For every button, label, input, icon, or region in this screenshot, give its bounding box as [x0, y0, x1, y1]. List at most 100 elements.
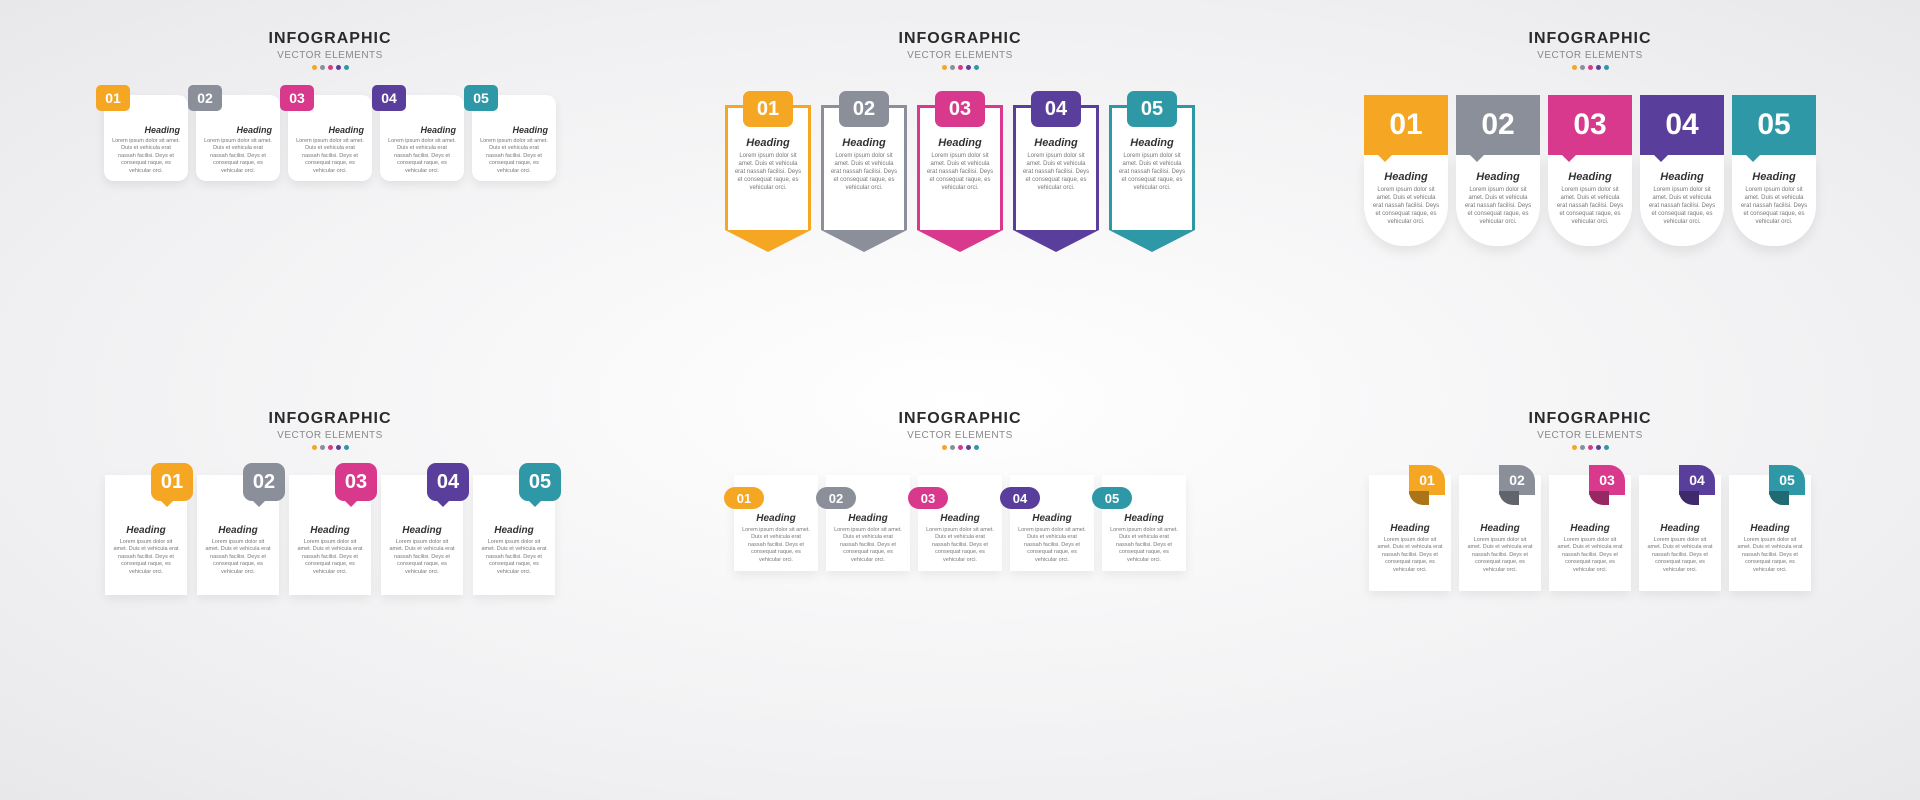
- title-dot: [328, 65, 333, 70]
- step-content: HeadingLorem ipsum dolor sit amet. Duis …: [1364, 155, 1448, 246]
- title-dot: [312, 445, 317, 450]
- title-dot: [974, 445, 979, 450]
- title-block: INFOGRAPHIC VECTOR ELEMENTS: [269, 410, 392, 450]
- step-ribbon-curl: [1499, 491, 1519, 505]
- step-card: 04HeadingLorem ipsum dolor sit amet. Dui…: [1010, 475, 1094, 571]
- step-number: 02: [188, 85, 222, 111]
- title-block: INFOGRAPHIC VECTOR ELEMENTS: [899, 410, 1022, 450]
- step-card: 04HeadingLorem ipsum dolor sit amet. Dui…: [1639, 475, 1721, 591]
- step-number: 04: [1031, 91, 1081, 127]
- step-card: 05HeadingLorem ipsum dolor sit amet. Dui…: [1109, 95, 1195, 192]
- step-number: 05: [464, 85, 498, 111]
- title-dot: [942, 445, 947, 450]
- step-body: Lorem ipsum dolor sit amet. Duis et vehi…: [1372, 186, 1440, 226]
- step-heading: Heading: [1647, 523, 1713, 534]
- step-card: 05HeadingLorem ipsum dolor sit amet. Dui…: [1102, 475, 1186, 571]
- step-body: Lorem ipsum dolor sit amet. Duis et vehi…: [733, 152, 803, 192]
- step-card: 04HeadingLorem ipsum dolor sit amet. Dui…: [1640, 95, 1724, 246]
- infographic-panel-5: INFOGRAPHIC VECTOR ELEMENTS 01HeadingLor…: [650, 410, 1270, 770]
- step-number: 03: [935, 91, 985, 127]
- title-dots: [899, 445, 1022, 450]
- step-heading: Heading: [296, 125, 364, 135]
- step-card: 03HeadingLorem ipsum dolor sit amet. Dui…: [1548, 95, 1632, 246]
- step-card: 04HeadingLorem ipsum dolor sit amet. Dui…: [380, 95, 464, 181]
- title-dots: [269, 445, 392, 450]
- items-row: 01HeadingLorem ipsum dolor sit amet. Dui…: [1369, 475, 1811, 591]
- title-dot: [344, 65, 349, 70]
- step-card: 01HeadingLorem ipsum dolor sit amet. Dui…: [1369, 475, 1451, 591]
- title-main: INFOGRAPHIC: [1529, 410, 1652, 428]
- step-body: Lorem ipsum dolor sit amet. Duis et vehi…: [1117, 152, 1187, 192]
- step-card: 01HeadingLorem ipsum dolor sit amet. Dui…: [104, 95, 188, 181]
- step-card: 03HeadingLorem ipsum dolor sit amet. Dui…: [288, 95, 372, 181]
- step-card: 02HeadingLorem ipsum dolor sit amet. Dui…: [196, 95, 280, 181]
- step-body: Lorem ipsum dolor sit amet. Duis et vehi…: [205, 539, 271, 576]
- step-body: Lorem ipsum dolor sit amet. Duis et vehi…: [829, 152, 899, 192]
- step-card: 02HeadingLorem ipsum dolor sit amet. Dui…: [1459, 475, 1541, 591]
- title-dot: [344, 445, 349, 450]
- step-number: 03: [280, 85, 314, 111]
- items-row: 01HeadingLorem ipsum dolor sit amet. Dui…: [1364, 95, 1816, 246]
- step-number: 01: [743, 91, 793, 127]
- step-body: Lorem ipsum dolor sit amet. Duis et vehi…: [1110, 527, 1178, 564]
- step-number: 04: [1000, 487, 1040, 509]
- step-content: HeadingLorem ipsum dolor sit amet. Duis …: [1456, 155, 1540, 246]
- step-card: 05HeadingLorem ipsum dolor sit amet. Dui…: [472, 95, 556, 181]
- step-content: HeadingLorem ipsum dolor sit amet. Duis …: [1640, 155, 1724, 246]
- title-dot: [1604, 65, 1609, 70]
- step-body: Lorem ipsum dolor sit amet. Duis et vehi…: [204, 138, 272, 175]
- step-ribbon: 02: [1499, 459, 1535, 503]
- step-card: 02HeadingLorem ipsum dolor sit amet. Dui…: [197, 475, 279, 595]
- title-dot: [950, 445, 955, 450]
- title-dot: [1572, 445, 1577, 450]
- step-body: Lorem ipsum dolor sit amet. Duis et vehi…: [742, 527, 810, 564]
- step-heading: Heading: [742, 513, 810, 524]
- step-ribbon-curl: [1679, 491, 1699, 505]
- step-arrow: [1109, 230, 1195, 252]
- title-dot: [1580, 445, 1585, 450]
- step-heading: Heading: [1740, 171, 1808, 183]
- title-dot: [336, 445, 341, 450]
- title-main: INFOGRAPHIC: [899, 410, 1022, 428]
- step-ribbon: 03: [1589, 459, 1625, 503]
- step-number: 02: [1456, 95, 1540, 155]
- title-dot: [336, 65, 341, 70]
- title-main: INFOGRAPHIC: [269, 30, 392, 48]
- step-heading: Heading: [1117, 137, 1187, 149]
- step-body: Lorem ipsum dolor sit amet. Duis et vehi…: [1021, 152, 1091, 192]
- title-sub: VECTOR ELEMENTS: [1529, 430, 1652, 441]
- step-card: 03HeadingLorem ipsum dolor sit amet. Dui…: [289, 475, 371, 595]
- step-body: Lorem ipsum dolor sit amet. Duis et vehi…: [925, 152, 995, 192]
- step-heading: Heading: [925, 137, 995, 149]
- step-card: 04HeadingLorem ipsum dolor sit amet. Dui…: [381, 475, 463, 595]
- title-block: INFOGRAPHIC VECTOR ELEMENTS: [1529, 410, 1652, 450]
- step-heading: Heading: [926, 513, 994, 524]
- title-dot: [1588, 445, 1593, 450]
- step-heading: Heading: [1021, 137, 1091, 149]
- title-sub: VECTOR ELEMENTS: [269, 430, 392, 441]
- step-heading: Heading: [481, 525, 547, 536]
- step-body: Lorem ipsum dolor sit amet. Duis et vehi…: [296, 138, 364, 175]
- title-dot: [1596, 65, 1601, 70]
- step-heading: Heading: [1737, 523, 1803, 534]
- step-card: 05HeadingLorem ipsum dolor sit amet. Dui…: [1729, 475, 1811, 591]
- step-ribbon-curl: [1589, 491, 1609, 505]
- title-dot: [966, 445, 971, 450]
- title-main: INFOGRAPHIC: [1529, 30, 1652, 48]
- step-number: 02: [243, 463, 285, 501]
- step-body: Lorem ipsum dolor sit amet. Duis et vehi…: [1464, 186, 1532, 226]
- step-body: Lorem ipsum dolor sit amet. Duis et vehi…: [834, 527, 902, 564]
- title-block: INFOGRAPHIC VECTOR ELEMENTS: [899, 30, 1022, 70]
- step-number: 04: [427, 463, 469, 501]
- step-number: 04: [372, 85, 406, 111]
- title-dot: [950, 65, 955, 70]
- title-dots: [1529, 445, 1652, 450]
- step-card: 01HeadingLorem ipsum dolor sit amet. Dui…: [725, 95, 811, 192]
- step-card: 05HeadingLorem ipsum dolor sit amet. Dui…: [1732, 95, 1816, 246]
- step-number: 05: [1127, 91, 1177, 127]
- step-heading: Heading: [204, 125, 272, 135]
- step-number: 01: [96, 85, 130, 111]
- step-arrow: [917, 230, 1003, 252]
- step-number: 03: [1548, 95, 1632, 155]
- step-number: 05: [1732, 95, 1816, 155]
